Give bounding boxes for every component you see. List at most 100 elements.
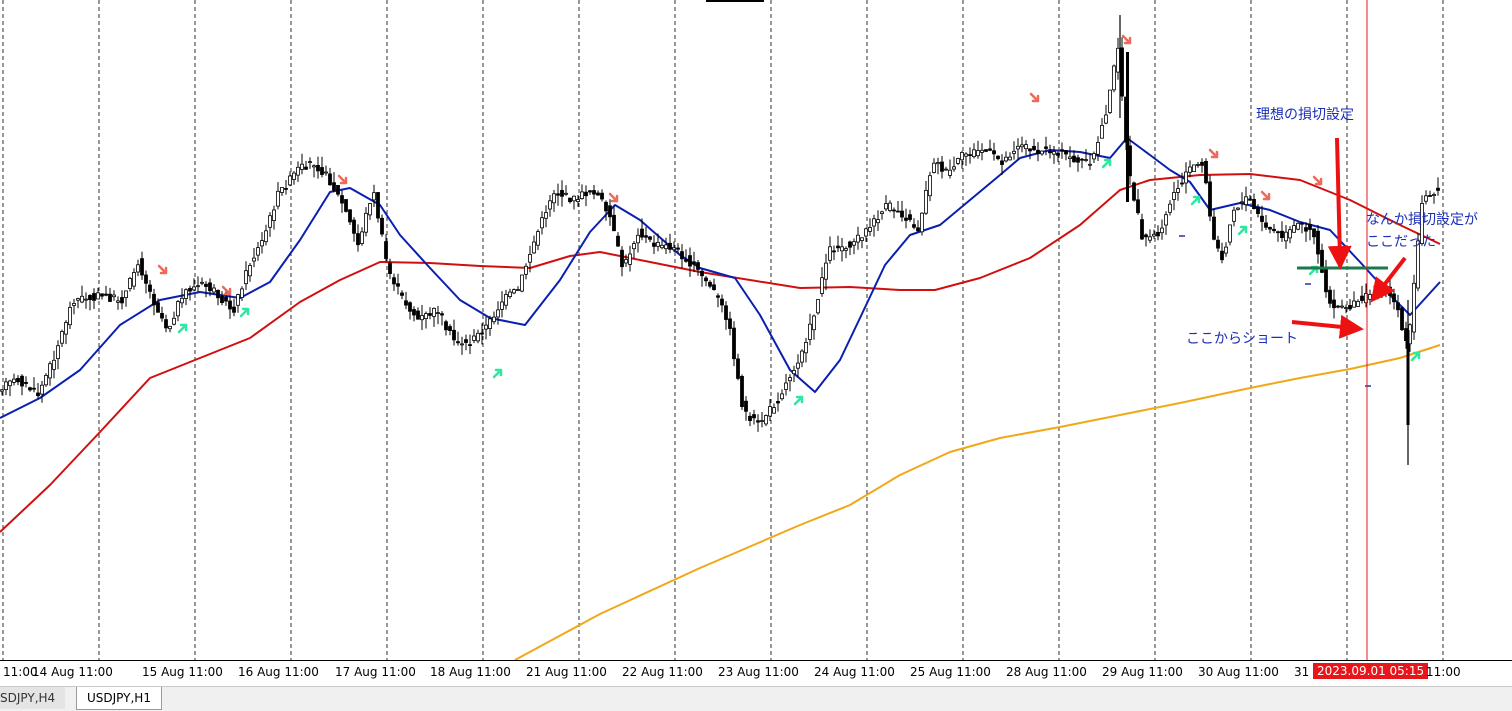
sell-arrow-shape [1260, 190, 1271, 201]
candle-body [1372, 293, 1376, 300]
candle-body [1384, 291, 1388, 294]
sell-arrow-shape [1208, 148, 1219, 159]
buy-arrow-shape [239, 307, 250, 318]
actual-stop-annotation-line1: なんか損切設定が [1366, 212, 1478, 228]
candle [1140, 213, 1144, 240]
buy-arrow-shape [1410, 351, 1421, 362]
candle [264, 224, 268, 246]
candle-body [768, 406, 772, 417]
candle [456, 331, 460, 346]
candle [1064, 150, 1068, 161]
candle-body [196, 285, 200, 288]
candle [604, 200, 608, 221]
candle-body [1200, 161, 1204, 166]
candle-body [1184, 171, 1188, 184]
candle-body [1256, 206, 1260, 214]
candle-body [1236, 207, 1240, 210]
candle-body [544, 212, 548, 219]
candle [632, 241, 636, 259]
candle [140, 251, 144, 280]
candle-body [784, 382, 788, 390]
candle [440, 311, 444, 326]
candle [984, 149, 988, 153]
price-chart-svg[interactable] [0, 0, 1512, 661]
candle-body [1240, 201, 1244, 204]
tab-usdjpy-h1[interactable]: USDJPY,H1 [76, 687, 162, 710]
candle-body [600, 192, 604, 200]
candle [824, 253, 828, 291]
candle [56, 340, 60, 370]
candle [788, 374, 792, 392]
sell-arrow-shape [1029, 92, 1040, 103]
candle-body [1348, 304, 1352, 310]
candle [1188, 160, 1192, 178]
candle-body [228, 300, 232, 310]
candle [420, 305, 424, 330]
candle-body [1204, 160, 1208, 184]
candle-body [1396, 302, 1400, 311]
candle-body [776, 400, 780, 404]
candle [892, 207, 896, 219]
candle [320, 156, 324, 178]
candle [1368, 289, 1372, 306]
ma-fast-line [0, 137, 1441, 419]
candle-body [216, 289, 220, 299]
candle-body [972, 149, 976, 158]
candle [444, 319, 448, 336]
candle-body [1292, 225, 1296, 233]
candle [968, 147, 972, 164]
candle [936, 157, 940, 175]
candle-body [276, 190, 280, 207]
candle [624, 254, 628, 267]
candle [1052, 146, 1056, 164]
candle-body [568, 197, 572, 203]
candle-body [1164, 214, 1168, 226]
candle-body [696, 262, 700, 270]
candle [1292, 220, 1296, 233]
candle-body [296, 166, 300, 176]
candle-body [744, 400, 748, 412]
candle [168, 325, 172, 333]
chart-tab-bar: SDJPY,H4 USDJPY,H1 [0, 686, 1512, 711]
candle [1068, 146, 1072, 168]
candle [704, 275, 708, 287]
candle [1036, 142, 1040, 162]
candle [176, 300, 180, 322]
candle-body [368, 203, 372, 216]
candle-body [16, 377, 20, 383]
candle [636, 228, 640, 253]
x-tick-label: 18 Aug 11:00 [430, 665, 511, 679]
candle [1360, 285, 1364, 304]
tab-usdjpy-h4[interactable]: SDJPY,H4 [0, 687, 66, 709]
candle-body [1132, 182, 1136, 201]
candle-body [340, 195, 344, 204]
candle-body [668, 242, 672, 250]
candle-body [328, 173, 332, 186]
candle-body [476, 332, 480, 342]
price-chart[interactable]: 理想の損切設定 なんか損切設定が ここだった ここからショート [0, 0, 1512, 661]
candle [48, 361, 52, 386]
candle [916, 220, 920, 232]
candle [580, 184, 584, 200]
candle [284, 180, 288, 195]
candle-body [884, 203, 888, 210]
candle [572, 195, 576, 210]
candle-body [352, 219, 356, 234]
candle [516, 286, 520, 292]
candle-body [112, 294, 116, 298]
candle [504, 289, 508, 310]
candle [292, 171, 296, 185]
candle [1376, 292, 1380, 300]
candle [416, 307, 420, 320]
candle [220, 291, 224, 306]
buy-arrow-shape [177, 323, 188, 334]
candle [1200, 158, 1204, 173]
candle-body [968, 154, 972, 157]
candle [652, 235, 656, 254]
candle-body [344, 199, 348, 212]
candle [280, 187, 284, 196]
candle [204, 281, 208, 298]
candle [1180, 172, 1184, 187]
candle [796, 354, 800, 378]
candle [88, 294, 92, 311]
